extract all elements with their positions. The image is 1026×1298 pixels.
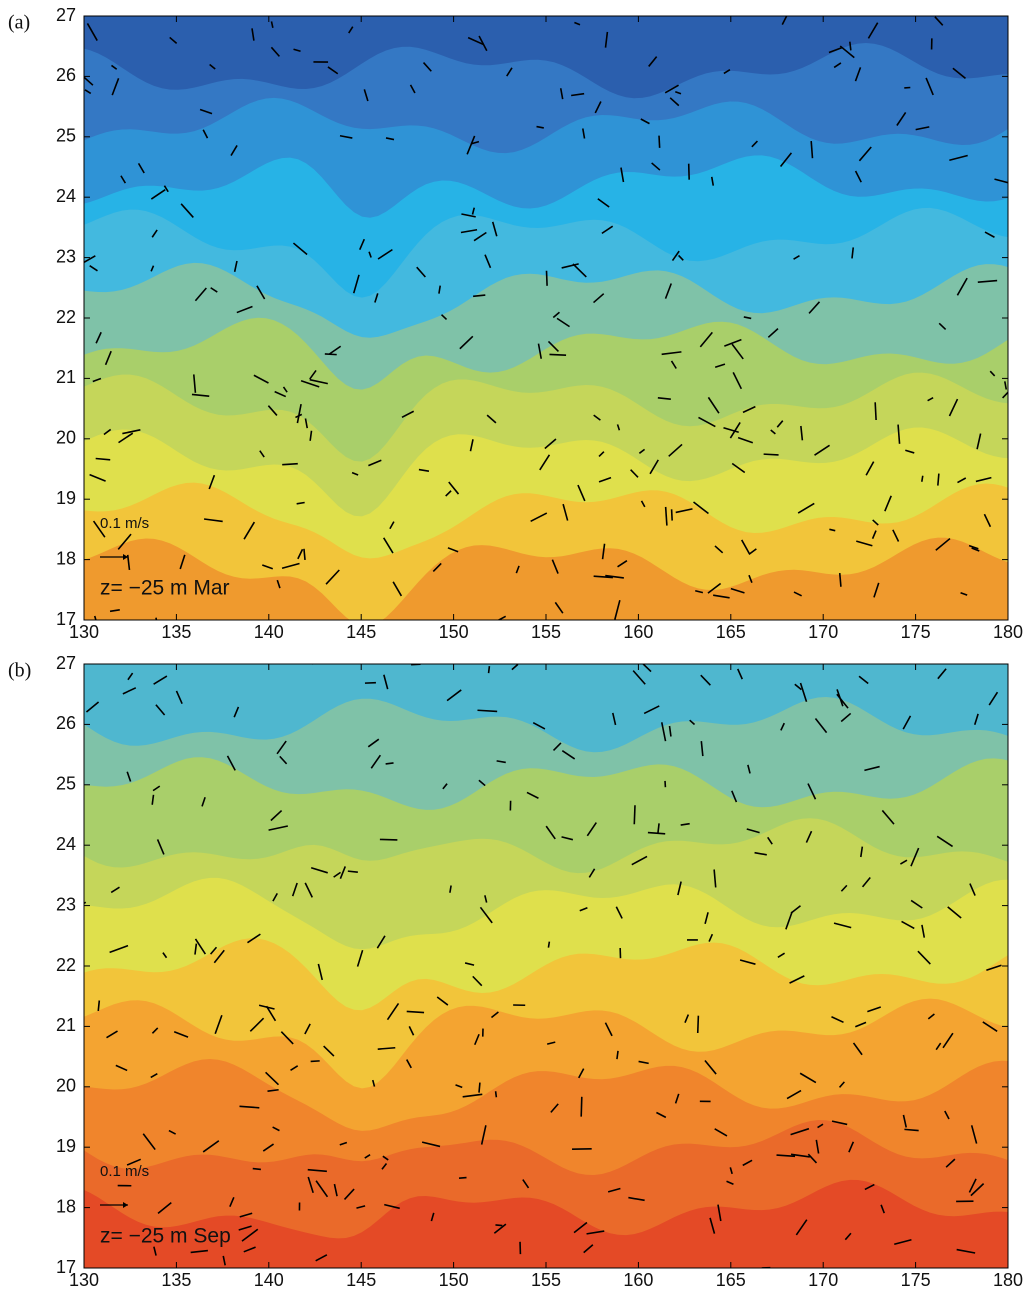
x-tick-label: 175 xyxy=(901,1270,931,1290)
y-tick-label: 19 xyxy=(56,1136,76,1156)
velocity-vector xyxy=(304,549,305,560)
velocity-vector xyxy=(282,464,298,465)
y-tick-label: 20 xyxy=(56,428,76,448)
y-tick-label: 19 xyxy=(56,488,76,508)
y-tick-label: 24 xyxy=(56,186,76,206)
velocity-vector xyxy=(634,805,635,824)
velocity-vector xyxy=(380,839,397,840)
y-tick-label: 18 xyxy=(56,548,76,568)
velocity-vector xyxy=(495,1225,502,1226)
x-tick-label: 150 xyxy=(439,1270,469,1290)
x-tick-label: 145 xyxy=(346,622,376,642)
contour-field xyxy=(74,644,1018,1278)
velocity-vector xyxy=(764,454,779,455)
velocity-vector xyxy=(830,5,831,17)
x-tick-label: 160 xyxy=(623,622,653,642)
annotation: z= −25 m Mar xyxy=(100,577,230,600)
y-tick-label: 26 xyxy=(56,713,76,733)
y-tick-label: 17 xyxy=(56,609,76,629)
x-tick-label: 145 xyxy=(346,1270,376,1290)
x-tick-label: 150 xyxy=(439,622,469,642)
velocity-vector xyxy=(938,474,939,486)
y-tick-label: 23 xyxy=(56,894,76,914)
x-tick-label: 165 xyxy=(716,622,746,642)
contour-field xyxy=(74,0,1018,632)
velocity-vector xyxy=(489,666,490,673)
x-tick-label: 135 xyxy=(161,1270,191,1290)
annotation: z= −25 m Sep xyxy=(100,1225,231,1248)
x-tick-label: 140 xyxy=(254,622,284,642)
velocity-vector xyxy=(302,655,314,664)
y-tick-label: 25 xyxy=(56,774,76,794)
y-tick-label: 26 xyxy=(56,65,76,85)
velocity-vector xyxy=(850,42,851,51)
velocity-vector xyxy=(311,1061,320,1062)
x-tick-label: 180 xyxy=(993,622,1023,642)
velocity-vector xyxy=(658,823,659,832)
velocity-vector xyxy=(253,1169,261,1170)
y-tick-label: 27 xyxy=(56,653,76,673)
velocity-vector xyxy=(672,509,673,520)
velocity-vector xyxy=(496,1091,497,1097)
y-tick-label: 20 xyxy=(56,1076,76,1096)
velocity-vector xyxy=(659,136,660,148)
scale-label: 0.1 m/s xyxy=(100,515,149,532)
y-tick-label: 21 xyxy=(56,367,76,387)
y-tick-label: 18 xyxy=(56,1196,76,1216)
x-tick-label: 170 xyxy=(808,622,838,642)
velocity-vector xyxy=(98,1000,99,1010)
y-tick-label: 27 xyxy=(56,5,76,25)
velocity-vector xyxy=(904,1129,918,1130)
velocity-vector xyxy=(875,402,876,420)
y-tick-label: 17 xyxy=(56,1257,76,1277)
x-tick-label: 140 xyxy=(254,1270,284,1290)
scale-label: 0.1 m/s xyxy=(100,1163,149,1180)
x-tick-label: 170 xyxy=(808,1270,838,1290)
velocity-vector xyxy=(698,1016,699,1033)
velocity-vector xyxy=(407,1011,424,1012)
y-tick-label: 22 xyxy=(56,307,76,327)
velocity-vector xyxy=(922,476,923,482)
y-tick-label: 25 xyxy=(56,126,76,146)
velocity-vector xyxy=(549,354,566,355)
panel-label: (b) xyxy=(8,660,31,682)
y-tick-label: 24 xyxy=(56,834,76,854)
velocity-vector xyxy=(459,1178,467,1179)
y-tick-label: 22 xyxy=(56,955,76,975)
panel-label: (a) xyxy=(8,12,30,34)
velocity-vector xyxy=(581,1097,582,1117)
x-tick-label: 180 xyxy=(993,1270,1023,1290)
velocity-vector xyxy=(348,871,358,872)
x-tick-label: 155 xyxy=(531,1270,561,1290)
velocity-vector xyxy=(617,1051,618,1059)
velocity-vector xyxy=(325,354,337,355)
x-tick-label: 155 xyxy=(531,622,561,642)
x-tick-label: 135 xyxy=(161,622,191,642)
velocity-vector xyxy=(547,271,548,286)
x-tick-label: 165 xyxy=(716,1270,746,1290)
velocity-vector xyxy=(386,763,394,764)
velocity-vector xyxy=(479,1083,480,1093)
velocity-vector xyxy=(548,942,549,948)
x-tick-label: 175 xyxy=(901,622,931,642)
y-tick-label: 21 xyxy=(56,1015,76,1035)
y-tick-label: 23 xyxy=(56,246,76,266)
x-tick-label: 160 xyxy=(623,1270,653,1290)
